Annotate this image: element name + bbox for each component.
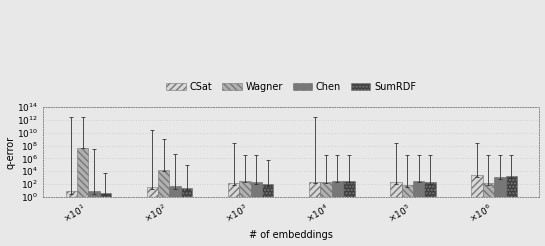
Legend: CSat, Wagner, Chen, SumRDF: CSat, Wagner, Chen, SumRDF	[162, 78, 420, 96]
Bar	[239, 181, 251, 246]
Bar	[506, 176, 517, 246]
Bar	[169, 186, 181, 246]
Bar	[343, 181, 355, 246]
Bar	[262, 184, 274, 246]
Bar	[494, 177, 506, 246]
Bar	[320, 182, 332, 246]
Bar	[402, 185, 413, 246]
Bar	[332, 181, 343, 246]
Bar	[147, 187, 158, 246]
Bar	[483, 183, 494, 246]
X-axis label: # of embeddings: # of embeddings	[249, 231, 333, 240]
Bar	[309, 182, 320, 246]
Y-axis label: q-error: q-error	[5, 136, 16, 169]
Bar	[251, 183, 262, 246]
Bar	[100, 193, 111, 246]
Bar	[390, 183, 402, 246]
Bar	[77, 148, 88, 246]
Bar	[471, 175, 483, 246]
Bar	[88, 191, 100, 246]
Bar	[228, 183, 239, 246]
Bar	[413, 181, 425, 246]
Bar	[65, 191, 77, 246]
Bar	[158, 170, 169, 246]
Bar	[425, 182, 435, 246]
Bar	[181, 188, 192, 246]
